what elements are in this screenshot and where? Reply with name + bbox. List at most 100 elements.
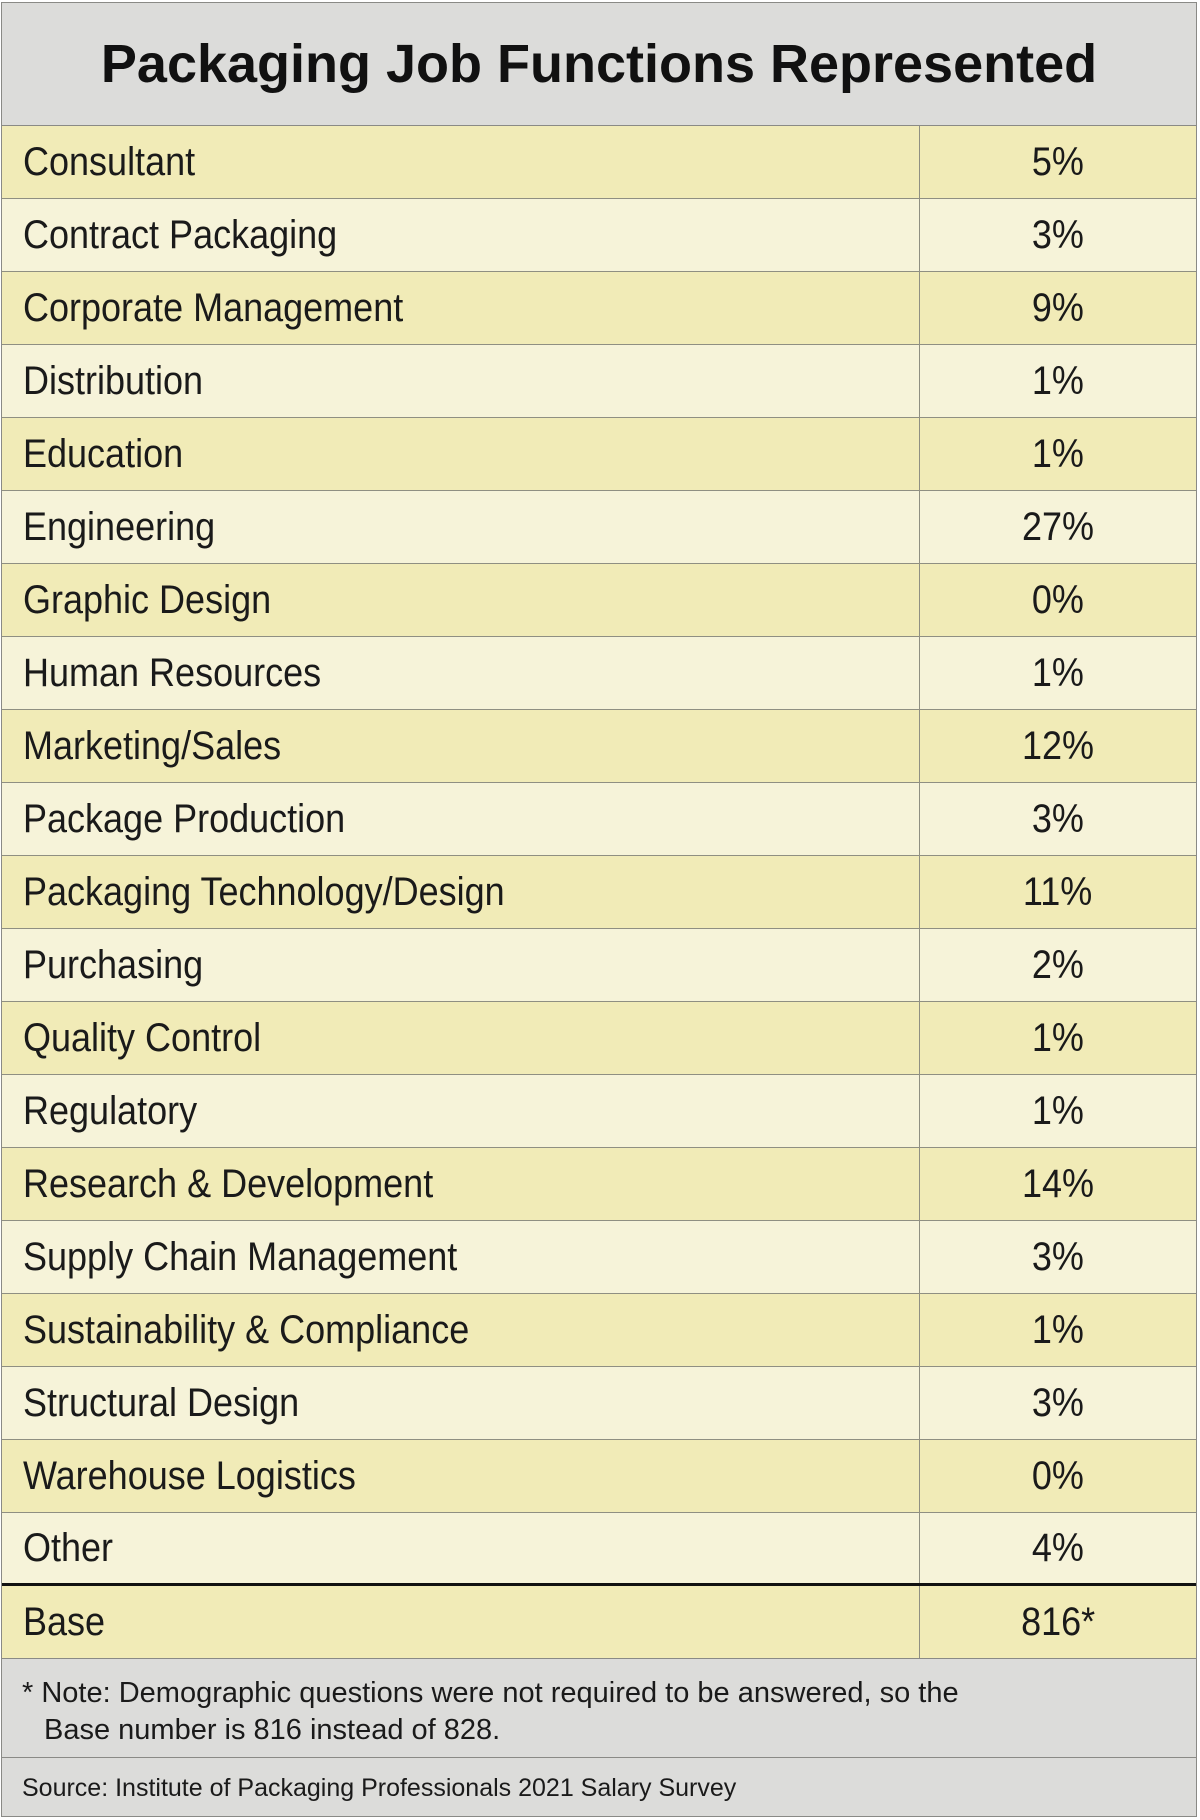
row-label-cell: Marketing/Sales bbox=[2, 710, 920, 782]
row-label-cell: Warehouse Logistics bbox=[2, 1440, 920, 1512]
row-value-cell: 3% bbox=[920, 1221, 1196, 1293]
row-label: Engineering bbox=[23, 504, 216, 549]
row-value-cell: 1% bbox=[920, 1002, 1196, 1074]
row-label: Contract Packaging bbox=[23, 212, 338, 257]
row-value-cell: 1% bbox=[920, 1075, 1196, 1147]
row-label-cell: Quality Control bbox=[2, 1002, 920, 1074]
row-label-cell: Structural Design bbox=[2, 1367, 920, 1439]
row-value-cell: 0% bbox=[920, 1440, 1196, 1512]
table-row: Other 4% bbox=[2, 1513, 1196, 1586]
row-value: 3% bbox=[1031, 1380, 1085, 1425]
row-label: Education bbox=[23, 431, 184, 476]
row-label-cell: Distribution bbox=[2, 345, 920, 417]
row-value-cell: 9% bbox=[920, 272, 1196, 344]
row-value: 4% bbox=[1031, 1525, 1085, 1570]
row-label-cell: Supply Chain Management bbox=[2, 1221, 920, 1293]
row-value: 3% bbox=[1031, 1234, 1085, 1279]
row-value: 11% bbox=[1023, 869, 1093, 914]
row-label-cell: Graphic Design bbox=[2, 564, 920, 636]
table-row: Distribution 1% bbox=[2, 345, 1196, 418]
table-row: Sustainability & Compliance 1% bbox=[2, 1294, 1196, 1367]
table-row: Regulatory 1% bbox=[2, 1075, 1196, 1148]
row-value: 27% bbox=[1021, 504, 1095, 549]
row-label: Human Resources bbox=[23, 650, 322, 695]
row-label: Graphic Design bbox=[23, 577, 272, 622]
row-value-cell: 3% bbox=[920, 1367, 1196, 1439]
row-value: 2% bbox=[1031, 942, 1085, 987]
row-value-cell: 1% bbox=[920, 418, 1196, 490]
footnote-line-1: * Note: Demographic questions were not r… bbox=[22, 1677, 959, 1709]
row-label: Research & Development bbox=[23, 1161, 434, 1206]
row-label: Purchasing bbox=[23, 942, 204, 987]
table-row: Packaging Technology/Design 11% bbox=[2, 856, 1196, 929]
row-label: Regulatory bbox=[23, 1088, 198, 1133]
base-label-cell: Base bbox=[2, 1586, 920, 1658]
row-value: 0% bbox=[1031, 577, 1085, 622]
table-row: Graphic Design 0% bbox=[2, 564, 1196, 637]
row-value-cell: 3% bbox=[920, 783, 1196, 855]
row-label: Package Production bbox=[23, 796, 346, 841]
row-value-cell: 1% bbox=[920, 637, 1196, 709]
row-value-cell: 2% bbox=[920, 929, 1196, 1001]
row-value: 14% bbox=[1021, 1161, 1095, 1206]
row-label: Quality Control bbox=[23, 1015, 262, 1060]
row-value: 1% bbox=[1031, 650, 1085, 695]
table-row: Human Resources 1% bbox=[2, 637, 1196, 710]
row-value: 9% bbox=[1031, 285, 1085, 330]
row-label-cell: Consultant bbox=[2, 126, 920, 198]
base-value: 816* bbox=[1020, 1599, 1096, 1644]
row-value-cell: 3% bbox=[920, 199, 1196, 271]
row-label-cell: Sustainability & Compliance bbox=[2, 1294, 920, 1366]
table-row: Consultant 5% bbox=[2, 126, 1196, 199]
row-label-cell: Engineering bbox=[2, 491, 920, 563]
row-value: 1% bbox=[1031, 1015, 1085, 1060]
footnote-line-2: Base number is 816 instead of 828. bbox=[44, 1714, 501, 1746]
row-label-cell: Corporate Management bbox=[2, 272, 920, 344]
table-row: Education 1% bbox=[2, 418, 1196, 491]
row-label: Warehouse Logistics bbox=[23, 1453, 356, 1498]
row-label-cell: Regulatory bbox=[2, 1075, 920, 1147]
row-value-cell: 0% bbox=[920, 564, 1196, 636]
table-row: Contract Packaging 3% bbox=[2, 199, 1196, 272]
table-row: Supply Chain Management 3% bbox=[2, 1221, 1196, 1294]
row-value: 5% bbox=[1031, 139, 1085, 184]
row-label: Corporate Management bbox=[23, 285, 404, 330]
row-value: 0% bbox=[1031, 1453, 1085, 1498]
table-row: Structural Design 3% bbox=[2, 1367, 1196, 1440]
table-row: Purchasing 2% bbox=[2, 929, 1196, 1002]
table-row: Engineering 27% bbox=[2, 491, 1196, 564]
row-value-cell: 14% bbox=[920, 1148, 1196, 1220]
footnote: * Note: Demographic questions were not r… bbox=[2, 1661, 1196, 1758]
row-label: Structural Design bbox=[23, 1380, 300, 1425]
row-value: 3% bbox=[1031, 796, 1085, 841]
row-label: Marketing/Sales bbox=[23, 723, 282, 768]
row-value-cell: 27% bbox=[920, 491, 1196, 563]
row-value: 12% bbox=[1021, 723, 1095, 768]
table-row: Marketing/Sales 12% bbox=[2, 710, 1196, 783]
base-value-cell: 816* bbox=[920, 1586, 1196, 1658]
row-label-cell: Purchasing bbox=[2, 929, 920, 1001]
row-value-cell: 5% bbox=[920, 126, 1196, 198]
row-label-cell: Human Resources bbox=[2, 637, 920, 709]
row-value-cell: 4% bbox=[920, 1513, 1196, 1583]
row-label-cell: Contract Packaging bbox=[2, 199, 920, 271]
row-label-cell: Education bbox=[2, 418, 920, 490]
table-row: Corporate Management 9% bbox=[2, 272, 1196, 345]
row-label: Distribution bbox=[23, 358, 204, 403]
table-row: Quality Control 1% bbox=[2, 1002, 1196, 1075]
row-value-cell: 12% bbox=[920, 710, 1196, 782]
table-row: Research & Development 14% bbox=[2, 1148, 1196, 1221]
table-row: Package Production 3% bbox=[2, 783, 1196, 856]
row-label: Sustainability & Compliance bbox=[23, 1307, 470, 1352]
row-label: Consultant bbox=[23, 139, 196, 184]
table-row: Warehouse Logistics 0% bbox=[2, 1440, 1196, 1513]
row-value: 1% bbox=[1031, 431, 1085, 476]
row-value: 1% bbox=[1031, 358, 1085, 403]
table-title: Packaging Job Functions Represented bbox=[100, 34, 1098, 94]
row-label: Packaging Technology/Design bbox=[23, 869, 505, 914]
source-line: Source: Institute of Packaging Professio… bbox=[2, 1760, 1196, 1816]
row-value: 1% bbox=[1031, 1088, 1085, 1133]
row-value: 1% bbox=[1031, 1307, 1085, 1352]
row-label-cell: Research & Development bbox=[2, 1148, 920, 1220]
